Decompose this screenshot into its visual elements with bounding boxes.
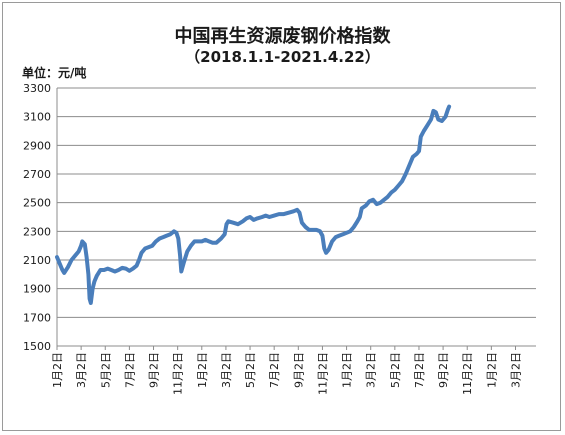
gridlines xyxy=(57,87,536,347)
x-tick-label: 11月2日 xyxy=(172,352,185,395)
x-tick-label: 9月2日 xyxy=(437,352,450,388)
x-tick-label: 5月2日 xyxy=(99,352,112,388)
y-axis-unit-label: 单位：元/吨 xyxy=(22,66,87,80)
x-tick-label: 1月2日 xyxy=(485,352,498,388)
x-tick-labels: 1月2日 3月2日 5月2日 7月2日 9月2日 11月2日 1月2日 3月2日 5月2日 7月2… xyxy=(51,352,522,395)
x-tick-label: 11月2日 xyxy=(316,352,329,395)
x-tick-label: 1月2日 xyxy=(51,352,64,388)
x-tick-label: 7月2日 xyxy=(413,352,426,388)
x-tick-label: 11月2日 xyxy=(461,352,474,395)
y-tick-label: 1500 xyxy=(23,340,51,353)
y-tick-label: 1700 xyxy=(23,311,51,324)
x-tick-label: 5月2日 xyxy=(244,352,257,388)
y-tick-label: 2300 xyxy=(23,225,51,238)
x-tick-label: 1月2日 xyxy=(196,352,209,388)
x-tick-label: 3月2日 xyxy=(220,352,233,388)
x-tick-label: 7月2日 xyxy=(268,352,281,388)
x-tick-label: 3月2日 xyxy=(365,352,378,388)
chart-frame xyxy=(2,2,561,431)
series xyxy=(55,104,452,305)
y-tick-label: 3100 xyxy=(23,111,51,124)
y-tick-label: 2500 xyxy=(23,197,51,210)
y-tick-label: 3300 xyxy=(23,82,51,95)
y-tick-label: 2700 xyxy=(23,168,51,181)
y-tick-label: 2100 xyxy=(23,254,51,267)
axes xyxy=(56,88,536,350)
y-tick-label: 1900 xyxy=(23,283,51,296)
y-tick-labels: 1500 1700 1900 2100 2300 2500 2700 2900 3100 3300 xyxy=(23,82,51,353)
x-tick-label: 3月2日 xyxy=(509,352,522,388)
chart-title: 中国再生资源废钢价格指数 xyxy=(174,26,391,47)
x-tick-label: 9月2日 xyxy=(148,352,161,388)
x-tick-label: 5月2日 xyxy=(389,352,402,388)
x-tick-label: 3月2日 xyxy=(75,352,88,388)
x-tick-label: 1月2日 xyxy=(341,352,354,388)
chart-subtitle: （2018.1.1-2021.4.22） xyxy=(185,48,380,66)
series-line xyxy=(55,104,452,305)
y-tick-label: 2900 xyxy=(23,139,51,152)
x-tick-label: 9月2日 xyxy=(292,352,305,388)
x-tick-label: 7月2日 xyxy=(123,352,136,388)
